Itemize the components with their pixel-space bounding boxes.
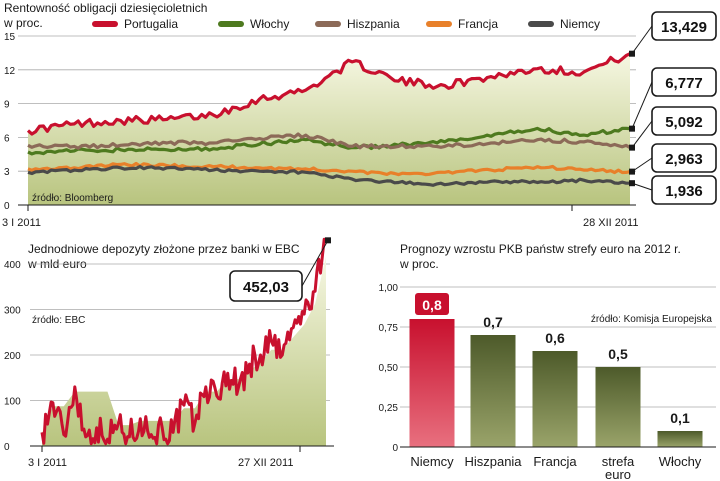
bar-value-3: 0,6 [545, 330, 565, 346]
chart2-y-tick-2: 200 [4, 351, 21, 362]
series-line-5 [27, 164, 630, 187]
callout-box-5 [651, 175, 717, 205]
chart1-title: Rentowność obligacji dziesięcioletnich [4, 1, 207, 15]
chart1-x-end-label: 28 XII 2011 [583, 217, 638, 229]
callout-value-5: 1,936 [665, 183, 703, 200]
legend-label-2: Włochy [250, 17, 289, 31]
callout-leader-3 [631, 120, 653, 148]
bar-category-4-line-1: strefa [602, 454, 635, 469]
chart1-value-callouts: 13,429 6,777 5,092 2,963 1,936 [629, 11, 717, 205]
callout-box-3 [651, 106, 717, 136]
chart3-y-tick-3: 0,75 [379, 323, 399, 334]
bar-value-4: 0,5 [608, 346, 628, 362]
legend-swatch-4 [426, 21, 452, 27]
chart1-source: źródło: Bloomberg [32, 193, 113, 204]
callout-box-4 [651, 143, 717, 173]
chart2-callout-leader [301, 240, 329, 287]
legend-label-5: Niemcy [560, 17, 600, 31]
chart2-callout-anchor [325, 237, 331, 244]
legend-label-1: Portugalia [124, 17, 178, 31]
chart2-series-line [40, 237, 327, 446]
chart1-legend: Portugalia Włochy Hiszpania Francja Niemcy [92, 17, 600, 31]
chart1-series-lines [26, 52, 631, 187]
callout-value-2: 6,777 [665, 75, 703, 92]
chart3-title: Prognozy wzrostu PKB państw strefy euro … [400, 242, 681, 256]
callout-value-3: 5,092 [665, 114, 703, 131]
ecb-deposits-chart: Jednodniowe depozyty złożone przez banki… [4, 237, 334, 469]
legend-swatch-1 [92, 21, 118, 27]
chart3-y-tick-2: 0,50 [379, 363, 399, 374]
chart1-y-ticks: 0 3 6 9 12 15 [4, 32, 16, 212]
chart2-y-tick-4: 400 [4, 260, 21, 271]
chart2-y-ticks: 0 100 200 300 400 [4, 260, 21, 453]
chart1-y-tick-2: 6 [4, 133, 10, 144]
chart3-y-tick-4: 1,00 [379, 283, 399, 294]
callout-anchor-5 [629, 180, 635, 187]
bar-2 [470, 335, 516, 447]
chart3-bars: 0,8 Niemcy 0,7 Hiszpania 0,6 Francja 0,5 strefa… [409, 293, 703, 481]
callout-value-1: 13,429 [661, 19, 707, 36]
bar-category-1-line-1: Niemcy [410, 454, 454, 469]
bar-value-badge-1 [415, 293, 449, 315]
chart2-x-start-label: 3 I 2011 [28, 457, 67, 469]
callout-box-1 [651, 11, 717, 41]
chart2-series-lines [40, 237, 327, 446]
callout-value-4: 2,963 [665, 151, 703, 168]
chart2-x-end-label: 27 XII 2011 [238, 457, 293, 469]
callout-leader-1 [631, 25, 653, 54]
chart2-area [42, 256, 326, 446]
chart3-source: źródło: Komisja Europejska [591, 314, 713, 325]
chart2-callout-box [229, 270, 303, 302]
legend-label-4: Francja [458, 17, 498, 31]
chart1-y-tick-0: 0 [4, 201, 10, 212]
chart1-y-tick-4: 12 [4, 66, 16, 77]
chart1-y-tick-5: 15 [4, 32, 16, 43]
bar-4 [595, 367, 641, 447]
chart3-subtitle: w proc. [399, 257, 439, 271]
chart1-y-tick-3: 9 [4, 100, 10, 111]
callout-anchor-2 [629, 125, 635, 132]
chart1-subtitle: w proc. [3, 16, 43, 30]
chart2-y-tick-3: 300 [4, 306, 21, 317]
series-line-2 [27, 126, 631, 156]
bar-category-5-line-1: Włochy [659, 454, 702, 469]
bar-category-3-line-1: Francja [533, 454, 577, 469]
chart1-x-start-label: 3 I 2011 [2, 217, 41, 229]
bar-5 [657, 431, 703, 447]
chart2-y-tick-0: 0 [4, 442, 10, 453]
chart1-y-tick-1: 3 [4, 167, 10, 178]
bar-1 [409, 319, 455, 447]
callout-leader-5 [631, 182, 653, 191]
chart2-y-tick-1: 100 [4, 397, 21, 408]
chart3-y-tick-1: 0,25 [379, 403, 399, 414]
chart2-title: Jednodniowe depozyty złożone przez banki… [28, 242, 300, 256]
legend-swatch-2 [218, 21, 244, 27]
bar-3 [532, 351, 578, 447]
bar-value-1: 0,8 [422, 297, 442, 313]
callout-leader-2 [631, 81, 653, 129]
gdp-forecast-chart: Prognozy wzrostu PKB państw strefy euro … [379, 242, 716, 481]
legend-swatch-5 [528, 21, 554, 27]
bar-category-4-line-2: euro [605, 467, 631, 481]
legend-label-3: Hiszpania [347, 17, 400, 31]
bar-value-5: 0,1 [670, 410, 690, 426]
chart3-y-tick-0: 0 [392, 443, 398, 454]
bar-value-2: 0,7 [483, 314, 503, 330]
chart2-source: źródło: EBC [32, 315, 85, 326]
series-line-3 [27, 132, 631, 150]
legend-swatch-3 [315, 21, 341, 27]
chart2-callout-value: 452,03 [243, 279, 289, 296]
series-line-4 [27, 161, 631, 177]
series-line-1 [26, 52, 631, 136]
callout-leader-4 [631, 157, 653, 173]
callout-box-2 [651, 67, 717, 97]
bond-yield-chart: Rentowność obligacji dziesięcioletnich w… [2, 1, 717, 229]
callout-anchor-4 [629, 168, 635, 175]
callout-anchor-3 [629, 144, 635, 151]
chart2-value-callouts: 452,03 [229, 237, 331, 302]
callout-anchor-1 [629, 50, 635, 57]
bar-category-2-line-1: Hiszpania [464, 454, 522, 469]
